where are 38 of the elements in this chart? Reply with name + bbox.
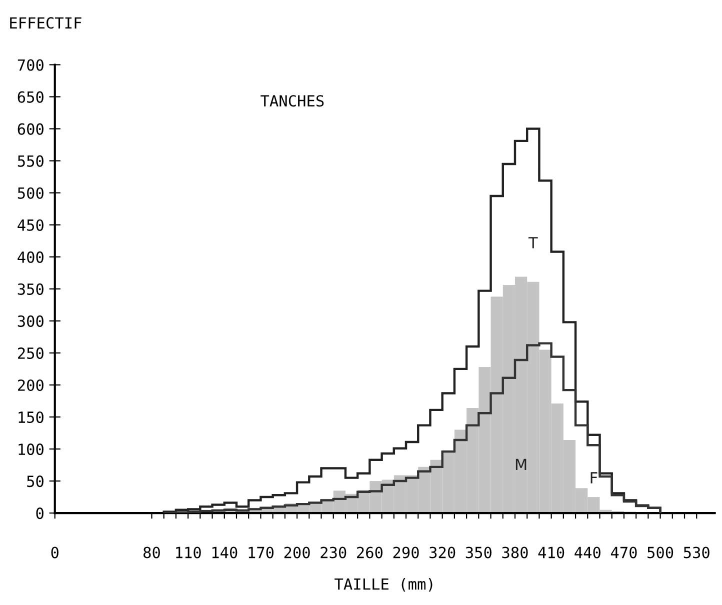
- x-tick-label: 170: [248, 546, 274, 558]
- x-tick-label: 0: [51, 546, 58, 558]
- x-tick-label: 230: [320, 546, 346, 558]
- y-tick-label: 50: [27, 476, 44, 488]
- series-label: F: [590, 472, 598, 484]
- x-tick-label: 80: [144, 546, 160, 558]
- y-tick-label: 250: [18, 347, 44, 359]
- y-tick-label: 100: [18, 444, 44, 456]
- x-axis-title: TAILLE (mm): [334, 578, 432, 592]
- y-tick-label: 200: [18, 379, 44, 392]
- x-tick-label: 530: [684, 546, 710, 558]
- x-tick-label: 290: [393, 546, 419, 558]
- y-tick-label: 0: [36, 508, 44, 520]
- x-tick-label: 260: [357, 546, 382, 558]
- y-tick-label: 650: [18, 91, 44, 103]
- y-tick-label: 700: [18, 59, 44, 71]
- y-axis-title: EFFECTIF: [10, 17, 82, 29]
- x-tick-label: 200: [284, 546, 310, 558]
- x-tick-label: 320: [430, 546, 456, 558]
- x-tick-label: 110: [176, 546, 201, 558]
- y-tick-label: 400: [18, 251, 44, 263]
- x-tick-label: 140: [212, 546, 238, 558]
- x-tick-label: 380: [502, 546, 528, 558]
- x-tick-label: 470: [610, 546, 637, 558]
- series-label: M: [516, 458, 526, 470]
- x-tick-label: 410: [538, 546, 564, 558]
- y-tick-label: 300: [18, 315, 44, 327]
- x-tick-label: 440: [574, 546, 600, 558]
- y-tick-label: 550: [18, 155, 44, 167]
- y-tick-label: 150: [18, 411, 44, 424]
- y-tick-label: 350: [18, 283, 44, 295]
- x-tick-label: 350: [466, 546, 492, 558]
- x-tick-label: 500: [648, 546, 674, 558]
- y-tick-label: 500: [18, 187, 44, 199]
- y-tick-label: 450: [18, 219, 44, 231]
- y-tick-label: 600: [18, 123, 44, 135]
- text: TANCHES: [260, 95, 324, 107]
- series-label: T: [528, 237, 538, 248]
